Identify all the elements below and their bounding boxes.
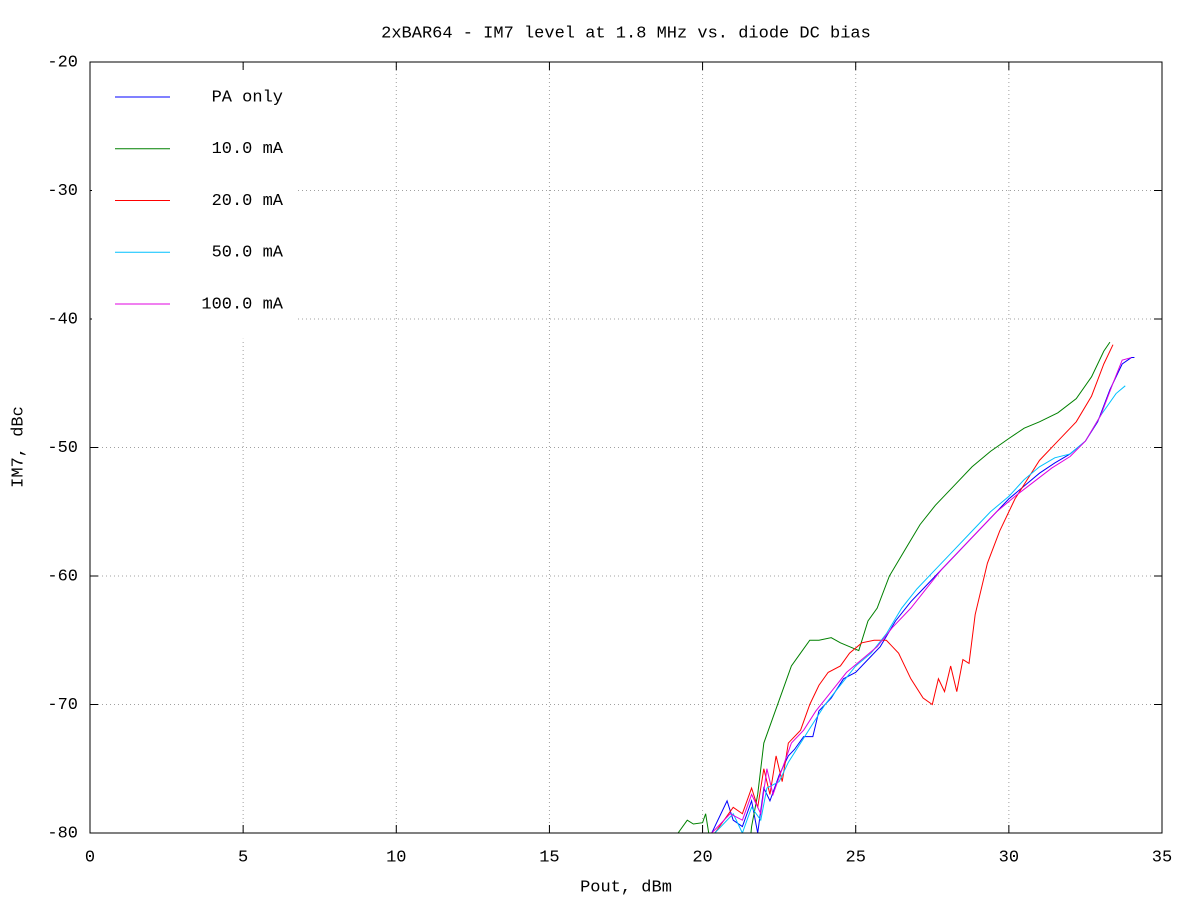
legend-label: PA only [212,88,283,107]
series-line [711,357,1132,833]
y-axis-label: IM7, dBc [9,406,28,488]
legend-background [92,70,297,339]
legend-label: 50.0 mA [212,244,284,263]
x-tick-label: 5 [238,848,248,867]
legend-label: 20.0 mA [212,192,284,211]
chart-title: 2xBAR64 - IM7 level at 1.8 MHz vs. diode… [381,24,871,43]
y-tick-label: -20 [47,53,78,72]
x-axis-label: Pout, dBm [580,878,672,897]
x-tick-label: 25 [846,848,866,867]
y-tick-label: -70 [47,696,78,715]
y-tick-label: -60 [47,567,78,586]
series-line [714,385,1126,833]
series-line [677,341,1111,833]
legend-label: 10.0 mA [212,140,284,159]
legend-label: 100.0 mA [201,295,283,314]
y-tick-label: -30 [47,182,78,201]
x-tick-label: 20 [692,848,712,867]
x-tick-label: 35 [1152,848,1172,867]
plot-frame [89,61,1163,834]
y-tick-label: -50 [47,439,78,458]
y-tick-label: -40 [47,310,78,329]
x-tick-label: 10 [386,848,406,867]
y-tick-label: -80 [47,824,78,843]
legend: PA only 10.0 mA 20.0 mA 50.0 mA 100.0 mA [92,70,297,339]
plot-lines [677,341,1135,833]
x-tick-label: 30 [999,848,1019,867]
x-tick-label: 0 [85,848,95,867]
series-line [714,344,1114,833]
x-tick-label: 15 [539,848,559,867]
